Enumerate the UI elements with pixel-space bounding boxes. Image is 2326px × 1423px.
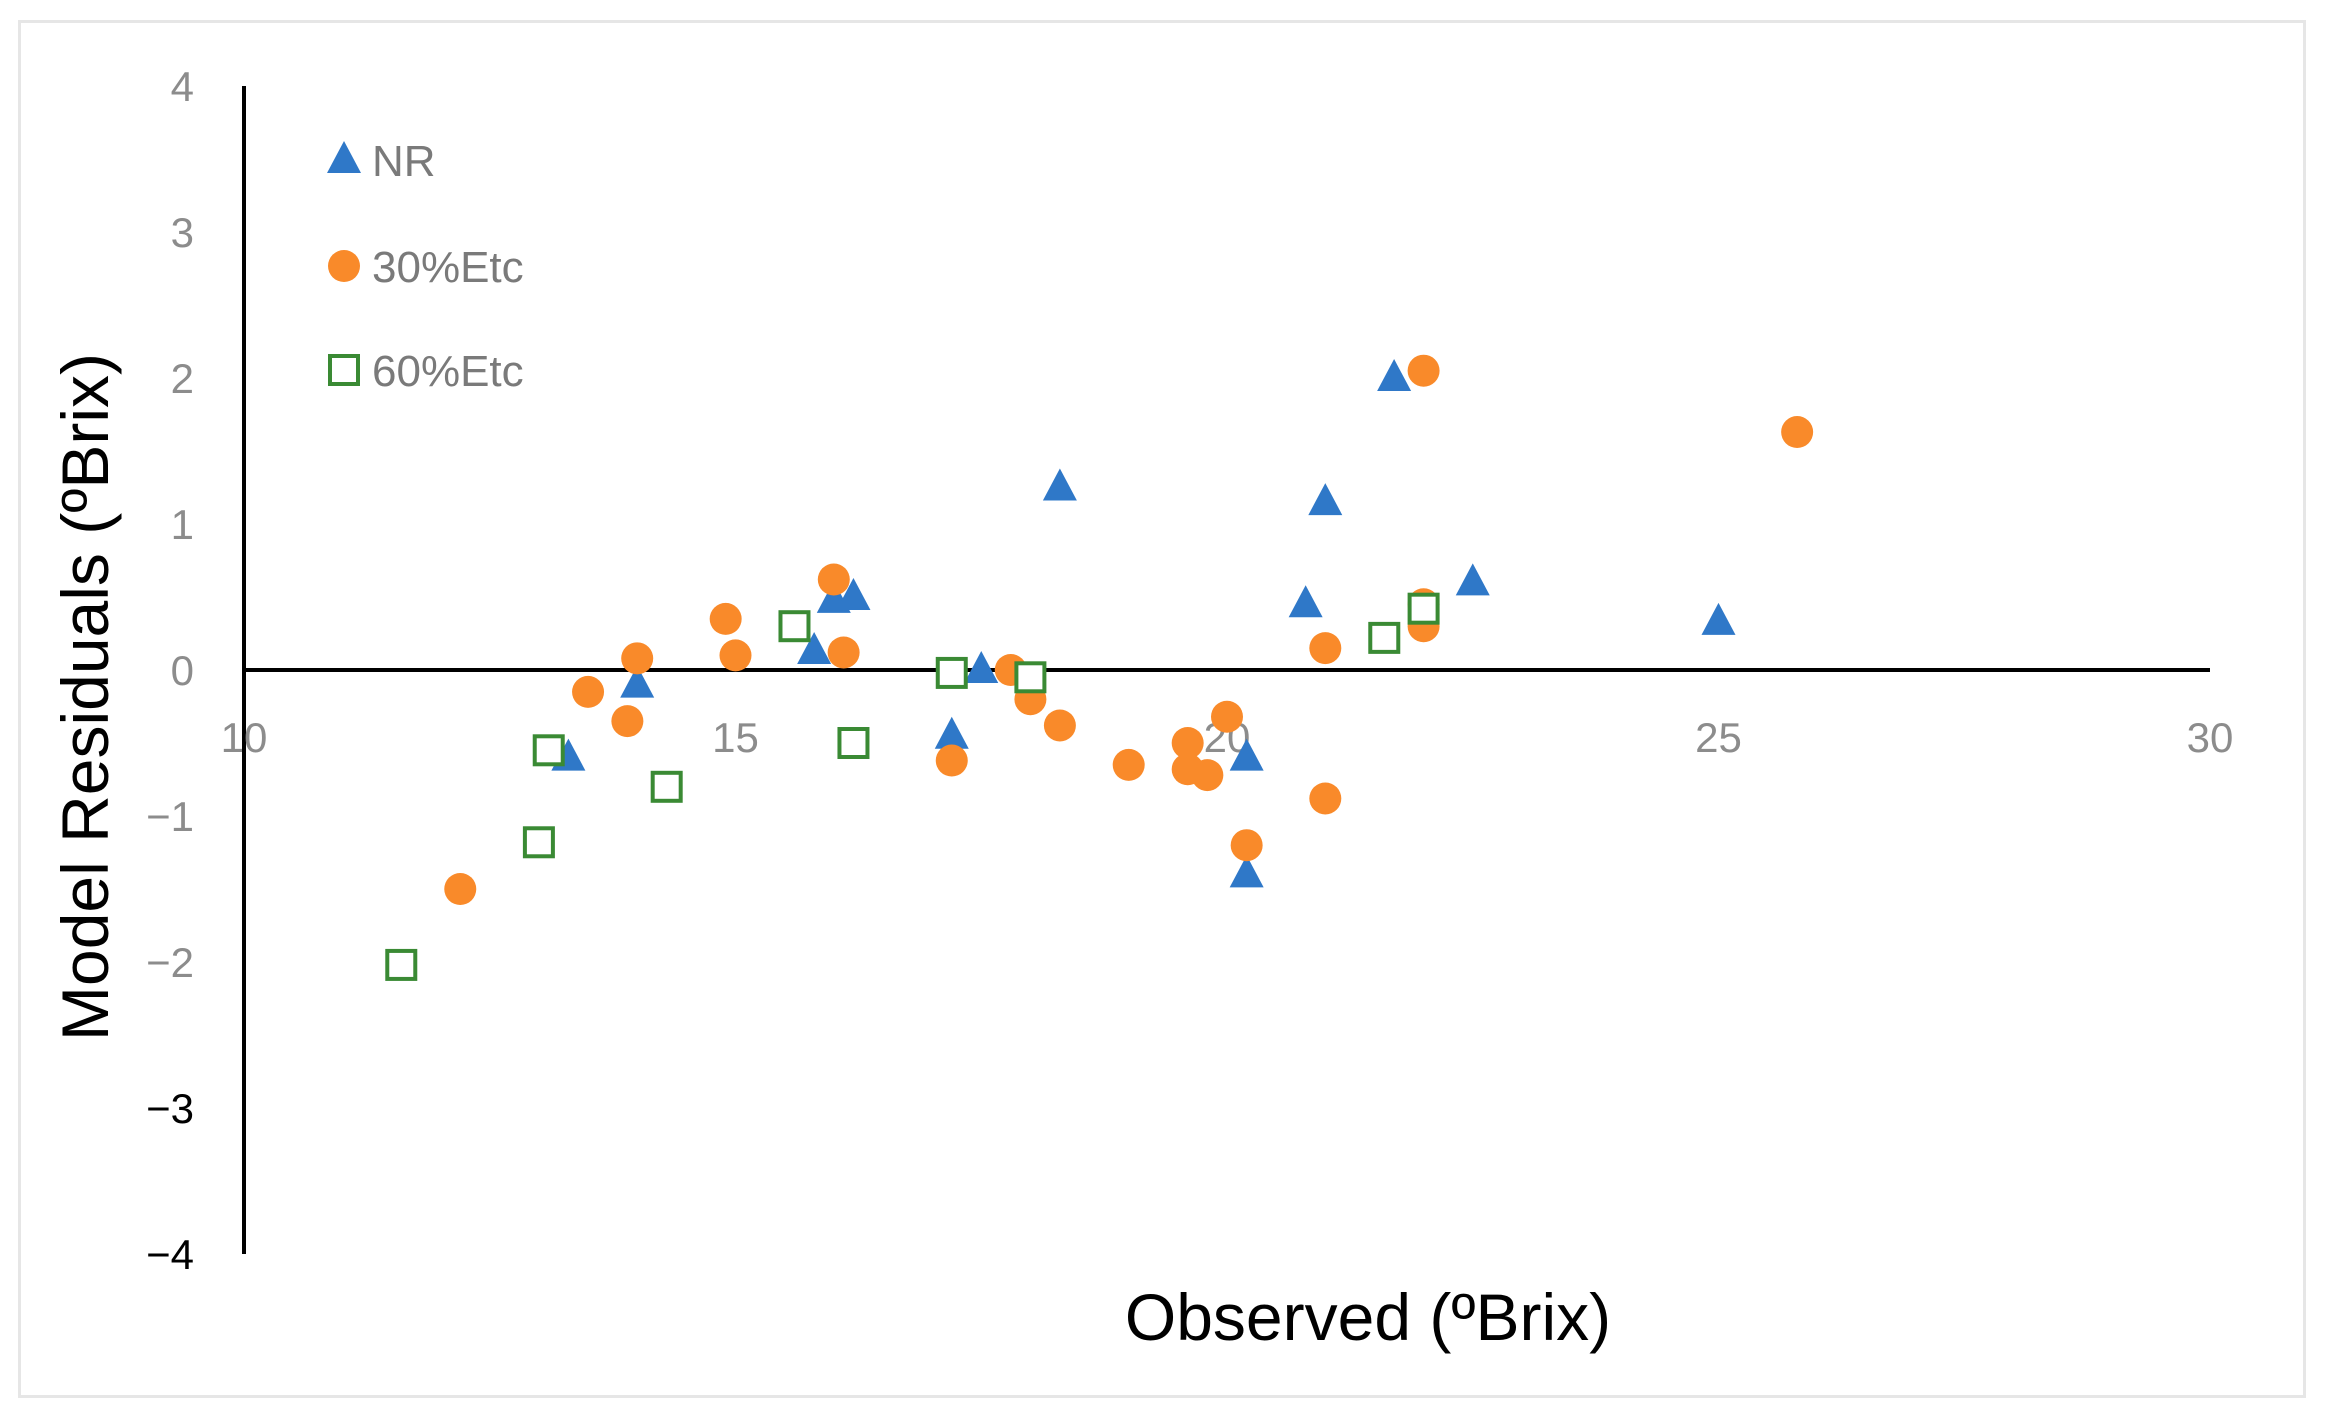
- point-60-etc: [525, 828, 553, 856]
- y-tick-label: −2: [146, 939, 194, 986]
- x-axis-title: Observed (ºBrix): [1125, 1280, 1611, 1354]
- y-axis-title: Model Residuals (ºBrix): [48, 353, 122, 1041]
- y-tick-label: 0: [171, 647, 194, 694]
- point-30-etc: [621, 642, 653, 674]
- legend-label-nr: NR: [372, 137, 436, 186]
- point-nr: [1702, 603, 1736, 635]
- point-30-etc: [1113, 749, 1145, 781]
- point-30-etc: [444, 873, 476, 905]
- x-tick-label: 10: [221, 714, 268, 761]
- legend-marker-60-etc: [330, 356, 358, 384]
- point-30-etc: [1191, 759, 1223, 791]
- point-60-etc: [1370, 624, 1398, 652]
- point-nr: [1377, 359, 1411, 391]
- point-30-etc: [1309, 782, 1341, 814]
- point-60-etc: [535, 736, 563, 764]
- point-30-etc: [936, 745, 968, 777]
- point-60-etc: [653, 773, 681, 801]
- legend-marker-nr: [327, 141, 361, 173]
- legend-marker-30-etc: [328, 250, 360, 282]
- point-60-etc: [1016, 663, 1044, 691]
- point-30-etc: [1231, 829, 1263, 861]
- point-30-etc: [1781, 416, 1813, 448]
- y-tick-label: 3: [171, 209, 194, 256]
- point-nr: [1043, 469, 1077, 501]
- point-nr: [1289, 585, 1323, 617]
- point-30-etc: [720, 639, 752, 671]
- y-tick-label: 4: [171, 63, 194, 110]
- point-60-etc: [780, 612, 808, 640]
- point-30-etc: [710, 603, 742, 635]
- point-30-etc: [818, 563, 850, 595]
- y-tick-label: −4: [146, 1231, 194, 1278]
- point-30-etc: [1044, 709, 1076, 741]
- x-tick-label: 30: [2187, 714, 2234, 761]
- point-60-etc: [938, 659, 966, 687]
- legend-label-30-etc: 30%Etc: [372, 243, 524, 292]
- point-nr: [1308, 483, 1342, 515]
- series-60-etc: [387, 595, 1437, 979]
- y-tick-labels: 4 3 2 1 0 −1 −2 −3 −4: [146, 63, 194, 1278]
- point-30-etc: [1408, 355, 1440, 387]
- x-tick-label: 15: [712, 714, 759, 761]
- legend-item-nr: NR: [327, 137, 436, 186]
- point-30-etc: [1309, 632, 1341, 664]
- point-30-etc: [572, 676, 604, 708]
- legend: NR 30%Etc 60%Etc: [327, 137, 524, 396]
- point-60-etc: [387, 951, 415, 979]
- point-30-etc: [1211, 701, 1243, 733]
- point-nr: [1456, 563, 1490, 595]
- legend-label-60-etc: 60%Etc: [372, 347, 524, 396]
- point-30-etc: [611, 705, 643, 737]
- axes: [244, 86, 2210, 1254]
- y-tick-label: −3: [146, 1085, 194, 1132]
- scatter-chart: 10 15 20 25 30 43210−1−2−3−4 NR30%Etc60%Etc …: [0, 0, 2326, 1423]
- y-tick-label: 2: [171, 355, 194, 402]
- point-60-etc: [1410, 595, 1438, 623]
- series-30-etc: [444, 355, 1813, 905]
- point-30-etc: [828, 636, 860, 668]
- x-tick-label: 25: [1695, 714, 1742, 761]
- legend-item-30-etc: 30%Etc: [328, 243, 524, 292]
- point-nr: [935, 717, 969, 749]
- data-points: [387, 355, 1813, 979]
- y-tick-label: −1: [146, 793, 194, 840]
- point-nr: [964, 651, 998, 683]
- y-tick-label: 1: [171, 501, 194, 548]
- point-60-etc: [839, 729, 867, 757]
- legend-item-60-etc: 60%Etc: [330, 347, 524, 396]
